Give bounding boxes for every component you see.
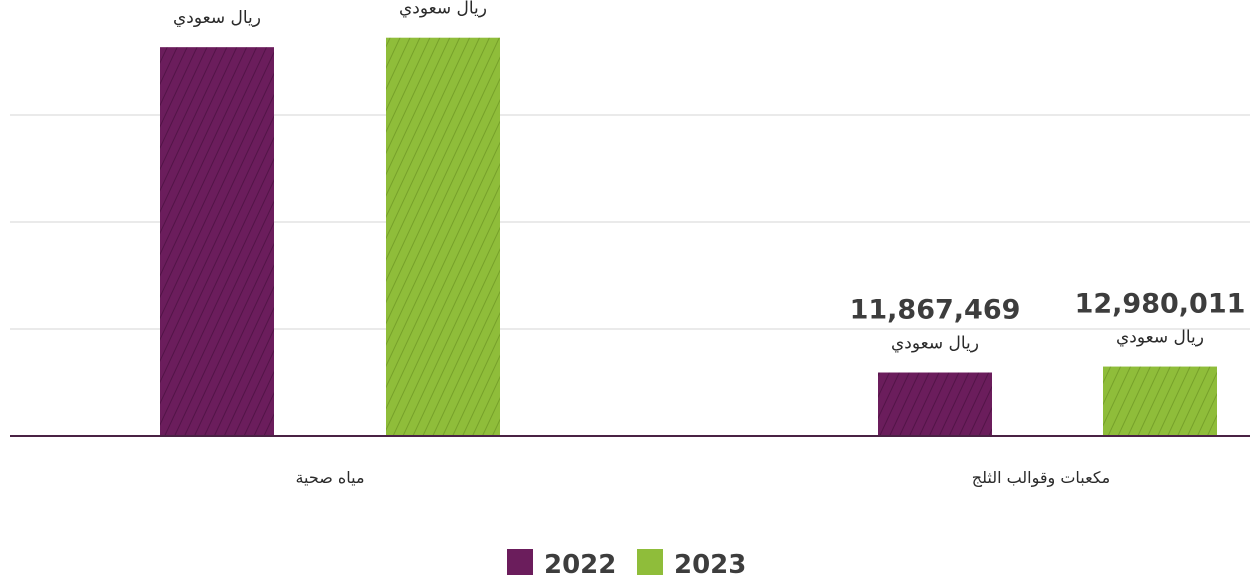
bar-2022-0 (160, 47, 274, 437)
legend-swatch-2022 (507, 549, 533, 575)
unit-label: ريال سعودي (891, 334, 979, 354)
data-labels: 72,678,952ريال سعودي74,448,479ريال سعودي… (132, 0, 1246, 354)
category-labels: مياه صحية مكعبات وقوالب الثلج (295, 468, 1110, 488)
bars (160, 37, 1217, 437)
category-label: مياه صحية (295, 468, 364, 487)
value-label: 11,867,469 (850, 295, 1021, 326)
value-label: 12,980,011 (1075, 289, 1246, 320)
unit-label: ريال سعودي (399, 0, 487, 19)
bar-2023-0 (386, 37, 500, 437)
unit-label: ريال سعودي (173, 8, 261, 28)
legend-label-2022: 2022 (544, 550, 616, 577)
legend-label-2023: 2023 (674, 550, 746, 577)
category-label: مكعبات وقوالب الثلج (972, 468, 1111, 488)
bar-2022-1 (878, 372, 992, 436)
legend: 2022 2023 (507, 549, 746, 577)
legend-swatch-2023 (637, 549, 663, 575)
bar-2023-1 (1103, 366, 1217, 436)
unit-label: ريال سعودي (1116, 328, 1204, 348)
